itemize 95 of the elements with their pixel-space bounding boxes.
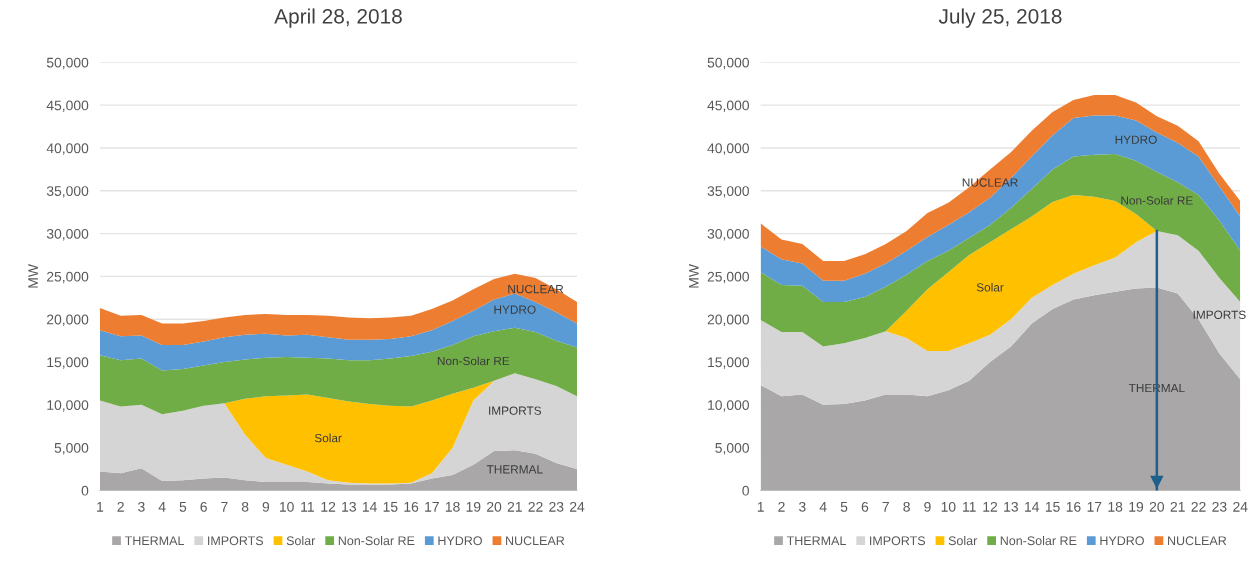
y-tick-label: 35,000 — [707, 186, 749, 198]
y-tick-label: 5,000 — [54, 442, 89, 455]
x-tick-label: 16 — [1066, 501, 1081, 512]
x-tick-label: 8 — [241, 501, 249, 512]
legend-label: IMPORTS — [870, 536, 926, 546]
x-tick-label: 3 — [138, 501, 145, 512]
x-tick-label: 17 — [425, 502, 439, 512]
y-tick-label: 40,000 — [707, 143, 749, 155]
annotation: THERMAL — [486, 465, 543, 474]
legend-label: HYDRO — [1100, 536, 1144, 546]
x-tick-label: 8 — [903, 501, 910, 512]
legend-label: THERMAL — [786, 536, 846, 546]
x-tick-label: 5 — [840, 502, 848, 512]
legend-label: Non-Solar RE — [338, 535, 415, 546]
x-tick-label: 10 — [941, 501, 956, 512]
x-tick-label: 2 — [778, 501, 785, 512]
legend-label: Solar — [948, 535, 978, 546]
x-tick-label: 18 — [445, 501, 460, 512]
y-tick-label: 25,000 — [707, 271, 749, 284]
y-tick-label: 10,000 — [47, 400, 89, 412]
legend-label: NUCLEAR — [506, 536, 565, 546]
x-tick-label: 9 — [924, 501, 931, 512]
y-tick-label: 45,000 — [46, 100, 89, 112]
x-tick-label: 20 — [487, 501, 502, 512]
legend-label: Solar — [286, 535, 316, 546]
y-tick-label: 45,000 — [707, 100, 749, 112]
x-tick-label: 10 — [279, 501, 294, 512]
x-tick-label: 6 — [200, 501, 207, 512]
x-tick-label: 9 — [262, 501, 270, 512]
x-tick-label: 11 — [963, 502, 976, 512]
x-tick-label: 1 — [757, 502, 764, 512]
x-tick-label: 23 — [549, 501, 564, 512]
x-tick-label: 14 — [1025, 502, 1040, 512]
x-tick-label: 17 — [1087, 502, 1102, 512]
annotation: IMPORTS — [489, 406, 542, 415]
x-tick-label: 22 — [1191, 501, 1206, 512]
y-tick-label: 0 — [742, 485, 749, 496]
x-tick-label: 2 — [117, 501, 124, 512]
chart-title: July 25, 2018 — [938, 8, 1062, 28]
x-tick-label: 21 — [507, 501, 522, 512]
chart-title: April 28, 2018 — [274, 8, 402, 28]
annotation: HYDRO — [1115, 135, 1157, 144]
annotation: Solar — [314, 433, 342, 443]
x-tick-label: 24 — [570, 501, 585, 512]
x-tick-label: 13 — [1004, 501, 1018, 512]
x-tick-label: 12 — [321, 501, 336, 512]
y-tick-label: 20,000 — [707, 314, 749, 327]
x-tick-label: 15 — [383, 502, 398, 512]
x-tick-label: 11 — [301, 502, 314, 512]
y-tick-label: 10,000 — [708, 400, 749, 412]
y-axis-title: MW — [689, 264, 699, 288]
y-tick-label: 20,000 — [47, 314, 89, 327]
x-tick-label: 12 — [983, 501, 998, 512]
annotation: Non-Solar RE — [437, 356, 510, 366]
x-tick-label: 23 — [1212, 501, 1227, 512]
x-tick-label: 19 — [466, 501, 481, 512]
y-tick-label: 30,000 — [707, 228, 749, 241]
y-tick-label: 5,000 — [715, 442, 749, 455]
y-tick-label: 15,000 — [47, 357, 89, 369]
x-tick-label: 15 — [1045, 502, 1060, 512]
annotation: Solar — [976, 282, 1004, 292]
y-tick-label: 30,000 — [46, 228, 89, 241]
x-tick-label: 4 — [819, 502, 827, 512]
legend-label: NUCLEAR — [1168, 536, 1227, 546]
x-tick-label: 4 — [158, 502, 166, 512]
x-tick-label: 3 — [799, 501, 806, 512]
x-tick-label: 16 — [404, 501, 419, 512]
annotation: IMPORTS — [1193, 310, 1246, 319]
y-tick-label: 25,000 — [47, 271, 89, 284]
x-tick-label: 7 — [882, 502, 889, 512]
x-tick-label: 6 — [861, 501, 869, 512]
legend-label: Non-Solar RE — [1000, 535, 1077, 546]
x-tick-label: 21 — [1170, 501, 1185, 512]
x-tick-label: 19 — [1129, 501, 1144, 512]
y-tick-label: 40,000 — [46, 143, 89, 155]
legend-label: HYDRO — [438, 536, 482, 546]
x-tick-label: 22 — [528, 501, 543, 512]
annotation: HYDRO — [494, 305, 536, 314]
x-tick-label: 5 — [179, 502, 187, 512]
y-axis-title: MW — [28, 264, 38, 288]
legend-label: THERMAL — [124, 536, 184, 546]
y-tick-label: 35,000 — [46, 186, 89, 198]
legend-label: IMPORTS — [208, 536, 264, 546]
y-tick-label: 15,000 — [708, 357, 749, 369]
x-tick-label: 24 — [1233, 501, 1248, 512]
x-tick-label: 14 — [362, 502, 377, 512]
x-tick-label: 1 — [97, 502, 104, 512]
x-tick-label: 20 — [1149, 501, 1165, 512]
x-tick-label: 13 — [342, 501, 356, 512]
y-tick-label: 50,000 — [46, 57, 89, 70]
y-tick-label: 50,000 — [707, 57, 749, 70]
x-tick-label: 18 — [1108, 501, 1123, 512]
y-tick-label: 0 — [81, 485, 89, 496]
x-tick-label: 7 — [221, 502, 228, 512]
annotation: Non-Solar RE — [1121, 196, 1193, 205]
